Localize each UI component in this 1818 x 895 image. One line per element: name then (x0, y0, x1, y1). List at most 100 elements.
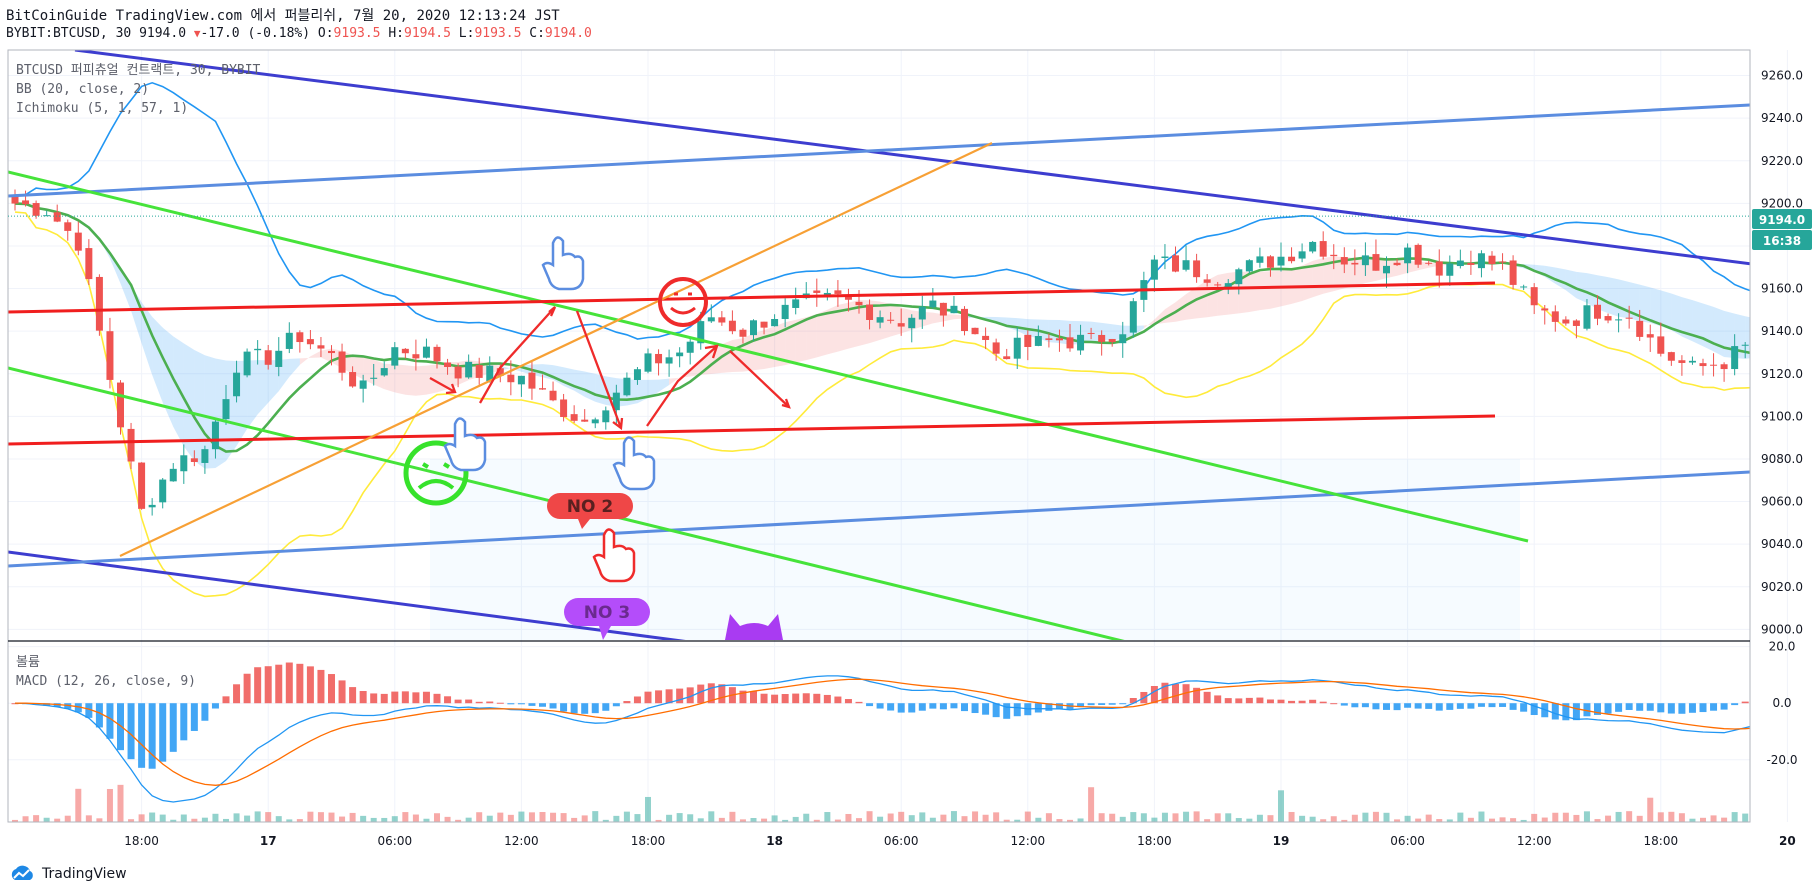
cloud-segment-151 (1597, 275, 1609, 314)
close-value: 9194.0 (544, 26, 592, 41)
candle-body-119 (1266, 256, 1274, 268)
volume-bar-80 (856, 818, 862, 822)
macd-hist-88 (939, 703, 947, 710)
candle-body-90 (961, 308, 968, 332)
cloud-segment-56 (595, 373, 606, 405)
channel-lower-light (8, 470, 1750, 568)
volume-bar-13 (149, 812, 156, 822)
candle-body-44 (475, 365, 483, 378)
volume-bar-87 (929, 817, 936, 822)
candle-body-97 (1034, 336, 1042, 346)
volume-bar-85 (908, 815, 915, 822)
candle-body-155 (1646, 334, 1654, 338)
macd-hist-63 (676, 688, 684, 704)
volume-bar-3 (43, 817, 50, 822)
macd-hist-106 (1129, 698, 1137, 704)
volume-bar-102 (1088, 787, 1095, 822)
cloud-segment-161 (1703, 303, 1714, 352)
macd-hist-109 (1161, 682, 1169, 704)
symbol-label[interactable]: BYBIT:BTCUSD, 30 (6, 26, 132, 41)
volume-bar-6 (75, 788, 82, 822)
macd-hist-158 (1678, 703, 1686, 714)
candle-body-103 (1098, 334, 1106, 342)
candle-body-11 (127, 428, 135, 462)
macd-hist-22 (243, 673, 251, 704)
candle-body-136 (1446, 263, 1454, 276)
channel-upper-light (8, 103, 1750, 198)
macd-hist-61 (655, 690, 663, 704)
volume-bar-51 (550, 812, 557, 822)
candle-body-14 (159, 479, 167, 503)
volume-bar-110 (1172, 813, 1179, 822)
volume-bar-94 (1003, 819, 1010, 822)
bb-lower (14, 211, 1750, 598)
price-tick-3: 9200.0 (1761, 196, 1803, 210)
candle-body-46 (496, 368, 504, 376)
macd-hist-53 (570, 703, 578, 714)
price-tick-12: 9020.0 (1761, 580, 1803, 594)
volume-bar-125 (1330, 816, 1337, 822)
volume-bar-160 (1700, 817, 1706, 822)
volume-bars (12, 784, 1749, 822)
volume-bar-146 (1552, 812, 1559, 822)
candle-body-98 (1045, 338, 1053, 340)
macd-hist-41 (444, 696, 452, 704)
candle-body-134 (1425, 262, 1433, 264)
candle-body-52 (560, 399, 568, 418)
volume-bar-153 (1626, 811, 1633, 822)
time-tick-5: 18 (766, 834, 783, 848)
volume-bar-36 (391, 816, 398, 822)
volume-bar-58 (623, 811, 630, 822)
candle-body-25 (275, 350, 283, 367)
macd-hist-45 (486, 701, 494, 704)
volume-bar-63 (676, 813, 683, 822)
macd-hist-49 (528, 703, 536, 706)
cloud-segment-127 (1344, 256, 1355, 289)
candle-body-0 (11, 195, 19, 204)
volume-bar-107 (1140, 813, 1147, 822)
candle-body-83 (887, 319, 895, 321)
macd-hist-20 (222, 696, 230, 704)
volume-bar-69 (739, 819, 746, 822)
macd-hist-9 (106, 703, 114, 739)
legend-volume: 볼륨 (16, 655, 40, 670)
candle-body-69 (739, 329, 747, 337)
price-tick-2: 9220.0 (1761, 154, 1803, 168)
volume-bar-34 (370, 817, 377, 822)
macd-hist-59 (633, 696, 641, 704)
cloud-segment-71 (753, 330, 765, 371)
tradingview-logo[interactable]: TradingView (8, 864, 127, 884)
macd-hist-132 (1404, 703, 1412, 708)
macd-hist-46 (496, 702, 504, 704)
volume-bar-122 (1299, 815, 1306, 822)
price-badge: 9194.0 16:38 (1752, 209, 1812, 250)
volume-bar-0 (12, 819, 18, 822)
cloud-segment-39 (415, 365, 427, 396)
hand-point-icon-1 (443, 417, 487, 472)
volume-bar-121 (1288, 811, 1295, 822)
macd-hist-60 (644, 691, 652, 704)
candle-body-4 (53, 212, 61, 222)
cloud-segment-76 (806, 313, 817, 361)
macd-hist-122 (1298, 700, 1306, 704)
macd-hist-69 (739, 690, 747, 704)
candle-body-123 (1309, 241, 1317, 252)
candle-body-70 (750, 320, 757, 336)
candle-body-150 (1594, 304, 1601, 319)
candle-body-1 (22, 200, 30, 205)
legend-ichimoku: Ichimoku (5, 1, 57, 1) (16, 101, 188, 116)
macd-hist-120 (1277, 699, 1285, 704)
candle-body-30 (328, 350, 335, 354)
cloud-segment-156 (1650, 287, 1661, 327)
volume-bar-140 (1489, 818, 1495, 822)
candle-body-8 (95, 276, 103, 331)
macd-hist-80 (855, 701, 863, 704)
candle-body-82 (876, 317, 884, 323)
price-tick-7: 9120.0 (1761, 367, 1803, 381)
volume-bar-150 (1594, 819, 1601, 822)
macd-hist-21 (233, 684, 241, 704)
volume-bar-114 (1214, 813, 1221, 822)
volume-bar-81 (866, 811, 873, 822)
candle-body-39 (422, 346, 430, 358)
